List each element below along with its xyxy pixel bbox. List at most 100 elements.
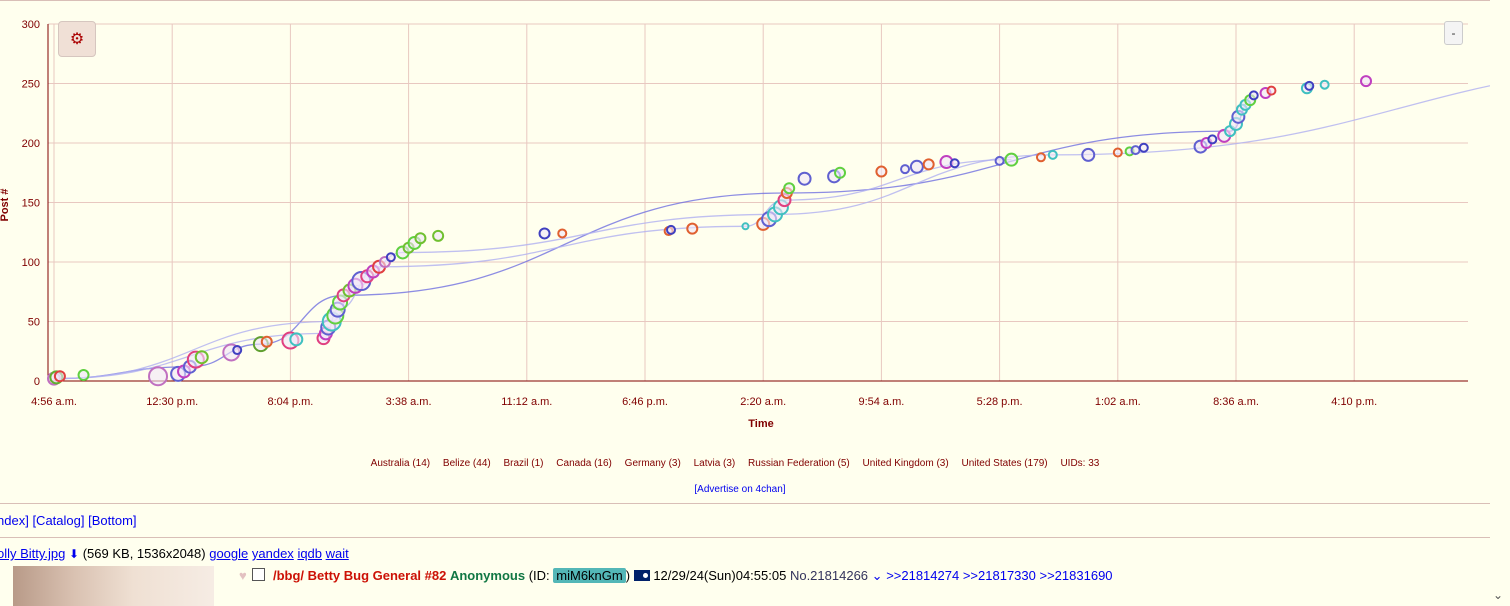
yandex-search-link[interactable]: yandex <box>251 546 294 561</box>
x-tick-label: 12:30 p.m. <box>146 396 198 408</box>
post-point <box>922 158 935 171</box>
reply-link[interactable]: >>21831690 <box>1039 568 1113 583</box>
y-tick-label: 50 <box>28 317 40 329</box>
post-point <box>1304 80 1315 91</box>
post-point <box>260 335 273 348</box>
legend-item-brazil: Brazil (1) <box>503 458 544 469</box>
download-icon[interactable]: ⬇ <box>69 547 80 561</box>
reply-curve <box>53 94 1254 380</box>
post-point <box>1138 142 1149 153</box>
post-point <box>900 164 911 175</box>
poster-uid[interactable]: miM6knGm <box>553 568 626 583</box>
iqdb-search-link[interactable]: iqdb <box>297 546 323 561</box>
post-point <box>1081 147 1096 162</box>
post-point <box>432 229 445 242</box>
file-info: olly Bitty.jpg ⬇ (569 KB, 1536x2048) goo… <box>0 546 349 561</box>
y-tick-label: 250 <box>22 79 40 91</box>
post-point <box>148 366 169 387</box>
post-point <box>875 165 888 178</box>
post-point <box>686 222 699 235</box>
legend-item-germany: Germany (3) <box>624 458 681 469</box>
x-tick-label: 4:10 p.m. <box>1331 396 1377 408</box>
legend-item-belize: Belize (44) <box>442 458 491 469</box>
x-tick-label: 8:04 p.m. <box>267 396 313 408</box>
reply-link[interactable]: >>21814274 <box>886 568 960 583</box>
post-point <box>1319 79 1330 90</box>
post-point <box>783 182 796 195</box>
post-number-link[interactable]: No.21814266 <box>789 568 869 583</box>
wait-search-link[interactable]: wait <box>325 546 349 561</box>
divider <box>0 537 1490 538</box>
x-tick-label: 5:28 p.m. <box>977 396 1023 408</box>
x-tick-label: 9:54 a.m. <box>858 396 904 408</box>
post-point <box>1047 149 1058 160</box>
post-point <box>414 232 427 245</box>
x-axis-label: Time <box>748 418 773 430</box>
post-point <box>1112 147 1123 158</box>
thread-nav: ndex] [Catalog] [Bottom] <box>0 513 137 528</box>
post-point <box>1004 152 1019 167</box>
post-datetime: 12/29/24(Sun)04:55:05 <box>653 568 787 583</box>
advertise-link[interactable]: [Advertise on 4chan] <box>694 484 786 495</box>
chart-collapse-button[interactable]: - <box>1444 21 1463 45</box>
post-menu-icon[interactable]: ⌄ <box>871 568 883 583</box>
y-tick-label: 200 <box>22 138 40 150</box>
bottom-link[interactable]: [Bottom] <box>88 513 137 528</box>
post-point <box>1248 90 1259 101</box>
advertise-banner: [Advertise on 4chan] <box>0 484 1480 495</box>
gear-icon: ⚙ <box>69 31 85 48</box>
id-prefix: (ID: <box>528 568 554 583</box>
post-point <box>194 350 209 365</box>
x-tick-label: 11:12 a.m. <box>501 396 552 408</box>
index-link[interactable]: ndex] <box>0 513 29 528</box>
file-meta: (569 KB, 1536x2048) <box>82 546 206 561</box>
poster-name: Anonymous <box>449 568 526 583</box>
legend-item-uk: United Kingdom (3) <box>862 458 949 469</box>
legend-item-us: United States (179) <box>961 458 1048 469</box>
legend-item-australia: Australia (14) <box>370 458 431 469</box>
post-point <box>666 224 677 235</box>
google-search-link[interactable]: google <box>209 546 249 561</box>
catalog-link[interactable]: [Catalog] <box>32 513 85 528</box>
post-point <box>1266 85 1277 96</box>
legend-item-russia: Russian Federation (5) <box>748 458 850 469</box>
scroll-down-icon[interactable]: ⌄ <box>1493 588 1504 602</box>
post-point <box>53 370 66 383</box>
y-tick-label: 300 <box>22 19 40 31</box>
y-tick-label: 0 <box>34 376 40 388</box>
y-axis-label: Post # <box>0 188 11 221</box>
y-tick-label: 100 <box>22 257 40 269</box>
post-point <box>385 252 396 263</box>
australia-flag-icon <box>633 570 650 581</box>
post-thumbnail[interactable] <box>13 566 214 606</box>
post-point <box>909 159 924 174</box>
post-point <box>741 222 750 231</box>
reply-curve <box>53 85 1490 380</box>
x-tick-label: 3:38 a.m. <box>386 396 432 408</box>
divider <box>0 503 1490 504</box>
post-subject: /bbg/ Betty Bug General #82 <box>272 568 447 583</box>
post-point <box>289 332 304 347</box>
post-point <box>1035 152 1046 163</box>
post-select-checkbox[interactable] <box>252 568 266 581</box>
country-legend: Australia (14) Belize (44) Brazil (1) Ca… <box>0 458 1470 469</box>
legend-item-latvia: Latvia (3) <box>693 458 736 469</box>
legend-item-canada: Canada (16) <box>556 458 612 469</box>
x-tick-label: 8:36 a.m. <box>1213 396 1259 408</box>
reply-curve <box>53 159 1012 380</box>
file-name-link[interactable]: olly Bitty.jpg <box>0 546 66 561</box>
post-point <box>1360 75 1373 88</box>
post-point <box>834 166 847 179</box>
heart-icon[interactable]: ♥ <box>239 568 247 583</box>
reply-link[interactable]: >>21817330 <box>962 568 1036 583</box>
x-tick-label: 1:02 a.m. <box>1095 396 1141 408</box>
post-point <box>232 345 243 356</box>
x-tick-label: 4:56 a.m. <box>31 396 77 408</box>
post-point <box>949 158 960 169</box>
chart-settings-button[interactable]: ⚙ <box>58 21 96 57</box>
x-tick-label: 2:20 a.m. <box>740 396 786 408</box>
top-border <box>0 0 1490 1</box>
post-point <box>1207 134 1218 145</box>
post-point <box>797 171 812 186</box>
post-point <box>994 155 1005 166</box>
